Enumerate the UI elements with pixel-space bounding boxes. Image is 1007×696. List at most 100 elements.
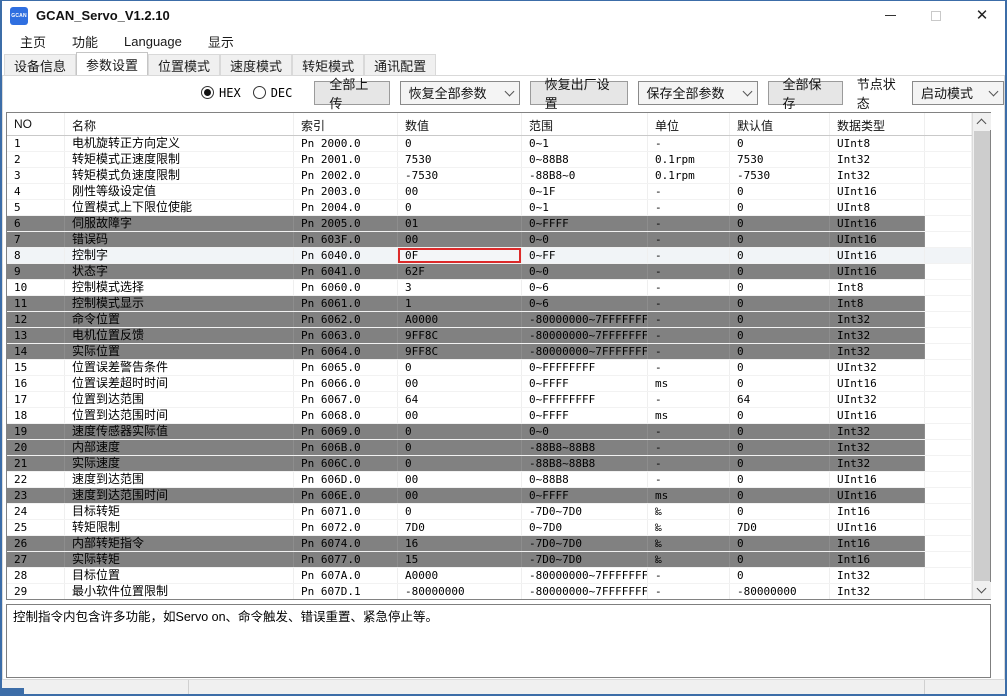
cell-value[interactable]: 3 — [398, 280, 522, 295]
table-row[interactable]: 28 目标位置 Pn 607A.0 A0000 -80000000~7FFFFFFF -0… — [7, 568, 972, 584]
menu-display[interactable]: 显示 — [207, 35, 234, 50]
table-row[interactable]: 15 位置误差警告条件 Pn 6065.0 0 0~FFFFFFFF -0 UInt32 — [7, 360, 972, 376]
table-row[interactable]: 20 内部速度 Pn 606B.0 0 -88B8~88B8-0 Int32 — [7, 440, 972, 456]
table-row[interactable]: 23 速度到达范围时间 Pn 606E.0 00 0~FFFF ms 0 UInt16 — [7, 488, 972, 504]
table-row[interactable]: 7 错误码 Pn 603F.0 00 0~0-0 UInt16 — [7, 232, 972, 248]
cell-index: Pn 6067.0 — [294, 392, 398, 407]
table-row[interactable]: 6 伺服故障字 Pn 2005.0 01 0~FFFF -0 UInt16 — [7, 216, 972, 232]
scrollbar-thumb[interactable] — [973, 131, 990, 581]
col-header-default[interactable]: 默认值 — [730, 113, 830, 135]
col-header-value[interactable]: 数值 — [398, 113, 522, 135]
cell-value[interactable]: 64 — [398, 392, 522, 407]
cell-value[interactable]: 9FF8C — [398, 328, 522, 343]
table-row[interactable]: 22 速度到达范围 Pn 606D.0 00 0~88B8-0 UInt16 — [7, 472, 972, 488]
cell-value[interactable]: 9FF8C — [398, 344, 522, 359]
table-row[interactable]: 27 实际转矩 Pn 6077.0 15 -7D0~7D0 ‰ 0 Int16 — [7, 552, 972, 568]
save-all-button[interactable]: 全部保存 — [767, 77, 843, 111]
table-row[interactable]: 1 电机旋转正方向定义 Pn 2000.0 0 0~1-0 UInt8 — [7, 136, 972, 152]
cell-value[interactable]: 0 — [398, 136, 522, 151]
restore-all-params-dropdown[interactable]: 恢复全部参数 — [399, 80, 520, 105]
table-row[interactable]: 13 电机位置反馈 Pn 6063.0 9FF8C -80000000~7FFFFFFF… — [7, 328, 972, 344]
col-header-index[interactable]: 索引 — [294, 113, 398, 135]
scroll-up-button[interactable] — [972, 113, 991, 130]
cell-value[interactable]: 1 — [398, 296, 522, 311]
cell-value[interactable]: 7530 — [398, 152, 522, 167]
cell-value[interactable]: 0 — [398, 440, 522, 455]
cell-type: Int32 — [830, 168, 925, 183]
maximize-button[interactable] — [913, 1, 959, 30]
table-row[interactable]: 14 实际位置 Pn 6064.0 9FF8C -80000000~7FFFFFFF -0… — [7, 344, 972, 360]
table-row[interactable]: 24 目标转矩 Pn 6071.0 0 -7D0~7D0 ‰ 0 Int16 — [7, 504, 972, 520]
cell-value[interactable]: 7D0 — [398, 520, 522, 535]
dec-radio[interactable]: DEC — [252, 86, 292, 100]
col-header-no[interactable]: NO — [7, 113, 65, 135]
cell-value[interactable]: 00 — [398, 488, 522, 503]
minimize-button[interactable] — [867, 1, 913, 30]
table-row[interactable]: 9 状态字 Pn 6041.0 62F 0~0-0 UInt16 — [7, 264, 972, 280]
tab-position-mode[interactable]: 位置模式 — [148, 54, 221, 75]
table-row[interactable]: 4 刚性等级设定值 Pn 2003.0 00 0~1F -0 UInt16 — [7, 184, 972, 200]
menu-language[interactable]: Language — [124, 34, 182, 49]
cell-unit: ms — [648, 408, 730, 423]
table-row[interactable]: 10 控制模式选择 Pn 6060.0 3 0~6-0 Int8 — [7, 280, 972, 296]
cell-def: 0 — [730, 552, 830, 567]
col-header-name[interactable]: 名称 — [65, 113, 294, 135]
cell-value[interactable]: 00 — [398, 408, 522, 423]
cell-name: 刚性等级设定值 — [65, 184, 294, 199]
table-row[interactable]: 17 位置到达范围 Pn 6067.0 64 0~FFFFFFFF -64 UInt32 — [7, 392, 972, 408]
cell-value[interactable]: -7530 — [398, 168, 522, 183]
cell-value[interactable]: 0 — [398, 360, 522, 375]
status-bar — [2, 679, 1005, 694]
table-row[interactable]: 25 转矩限制 Pn 6072.0 7D0 0~7D0 ‰ 7D0 UInt16 — [7, 520, 972, 536]
cell-value[interactable]: 0 — [398, 424, 522, 439]
upload-all-button[interactable]: 全部上传 — [314, 77, 390, 111]
table-row[interactable]: 8 控制字 Pn 6040.0 0F 0~FF -0 UInt16 — [7, 248, 972, 264]
cell-value[interactable]: 15 — [398, 552, 522, 567]
cell-value[interactable]: 0 — [398, 200, 522, 215]
factory-reset-button[interactable]: 恢复出厂设置 — [529, 77, 628, 111]
table-row[interactable]: 3 转矩模式负速度限制 Pn 2002.0 -7530 -88B8~0 0.1rpm -75… — [7, 168, 972, 184]
tab-communication-config[interactable]: 通讯配置 — [364, 54, 437, 75]
tab-device-info[interactable]: 设备信息 — [4, 54, 77, 75]
cell-value[interactable]: A0000 — [398, 568, 522, 583]
table-row[interactable]: 19 速度传感器实际值 Pn 6069.0 0 0~0-0 Int32 — [7, 424, 972, 440]
table-row[interactable]: 11 控制模式显示 Pn 6061.0 1 0~6-0 Int8 — [7, 296, 972, 312]
cell-value[interactable]: 00 — [398, 376, 522, 391]
tab-parameter-settings[interactable]: 参数设置 — [76, 52, 149, 75]
menu-function[interactable]: 功能 — [72, 35, 99, 50]
cell-value[interactable]: 62F — [398, 264, 522, 279]
cell-value[interactable]: 16 — [398, 536, 522, 551]
col-header-datatype[interactable]: 数据类型 — [830, 113, 925, 135]
cell-value[interactable]: 00 — [398, 472, 522, 487]
cell-value[interactable]: 0F — [398, 248, 522, 263]
col-header-unit[interactable]: 单位 — [648, 113, 730, 135]
table-row[interactable]: 5 位置模式上下限位使能 Pn 2004.0 0 0~1-0 UInt8 — [7, 200, 972, 216]
cell-filler — [925, 440, 972, 455]
start-mode-dropdown[interactable]: 启动模式 — [912, 80, 1004, 105]
tab-torque-mode[interactable]: 转矩模式 — [292, 54, 365, 75]
table-row[interactable]: 21 实际速度 Pn 606C.0 0 -88B8~88B8-0 Int32 — [7, 456, 972, 472]
col-header-range[interactable]: 范围 — [522, 113, 648, 135]
table-row[interactable]: 2 转矩模式正速度限制 Pn 2001.0 7530 0~88B8 0.1rpm 7530 I… — [7, 152, 972, 168]
table-row[interactable]: 12 命令位置 Pn 6062.0 A0000 -80000000~7FFFFFFF -0… — [7, 312, 972, 328]
vertical-scrollbar[interactable] — [972, 113, 991, 599]
save-all-params-dropdown[interactable]: 保存全部参数 — [637, 80, 758, 105]
cell-value[interactable]: 0 — [398, 504, 522, 519]
cell-value[interactable]: A0000 — [398, 312, 522, 327]
cell-value[interactable]: 00 — [398, 232, 522, 247]
menu-home[interactable]: 主页 — [20, 35, 47, 50]
cell-value[interactable]: 01 — [398, 216, 522, 231]
tab-speed-mode[interactable]: 速度模式 — [220, 54, 293, 75]
table-row[interactable]: 26 内部转矩指令 Pn 6074.0 16 -7D0~7D0 ‰ 0 Int16 — [7, 536, 972, 552]
table-row[interactable]: 18 位置到达范围时间 Pn 6068.0 00 0~FFFF ms 0 UInt16 — [7, 408, 972, 424]
cell-range: 0~1 — [522, 136, 648, 151]
close-button[interactable]: ✕ — [959, 1, 1005, 30]
scroll-down-button[interactable] — [972, 582, 991, 599]
cell-value[interactable]: 00 — [398, 184, 522, 199]
hex-radio[interactable]: HEX — [201, 86, 241, 100]
cell-index: Pn 2000.0 — [294, 136, 398, 151]
cell-value[interactable]: -80000000 — [398, 584, 522, 599]
cell-value[interactable]: 0 — [398, 456, 522, 471]
table-row[interactable]: 16 位置误差超时时间 Pn 6066.0 00 0~FFFF ms 0 UInt16 — [7, 376, 972, 392]
table-row[interactable]: 29 最小软件位置限制 Pn 607D.1 -80000000 -80000000~7F… — [7, 584, 972, 599]
